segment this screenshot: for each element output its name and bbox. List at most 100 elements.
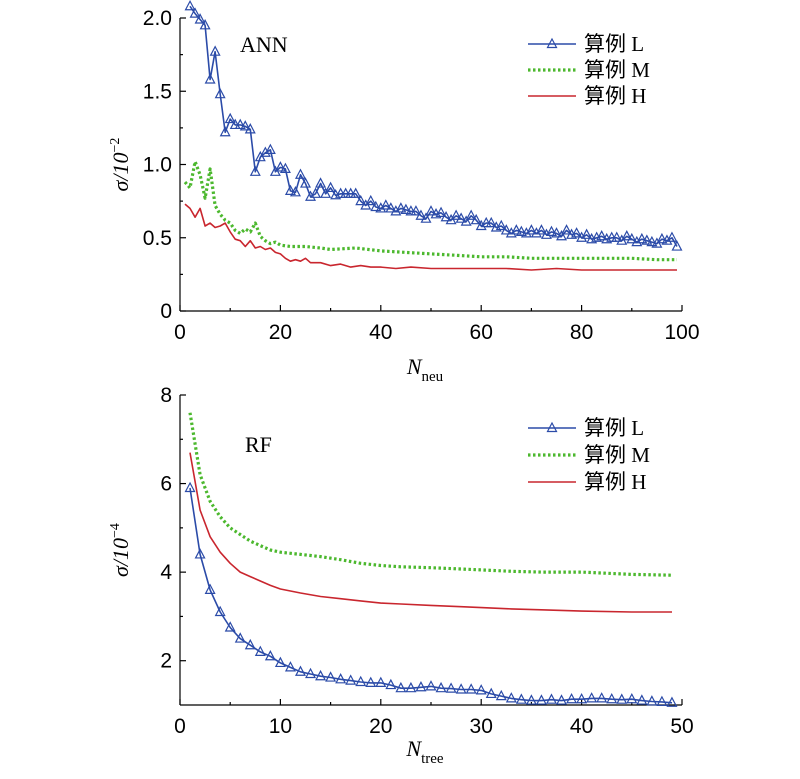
series-marker-0 [495, 689, 507, 701]
series-line-2 [184, 203, 677, 271]
x-tick-label: 0 [174, 715, 186, 738]
series-marker-0 [395, 681, 407, 693]
x-axis-label-main: N [405, 736, 422, 761]
series-marker-0 [244, 123, 256, 134]
series-marker-0 [244, 638, 256, 650]
series-marker-0 [214, 87, 226, 99]
series-marker-0 [450, 209, 462, 220]
series-marker-0 [505, 692, 517, 703]
series-marker-0 [350, 187, 362, 198]
series-marker-0 [254, 645, 266, 656]
series-marker-0 [400, 203, 412, 215]
series-marker-0 [566, 692, 578, 704]
series-marker-0 [626, 692, 638, 704]
series-marker-0 [325, 671, 337, 682]
series-marker-0 [320, 187, 332, 198]
y-tick-label: 1.0 [143, 154, 172, 177]
series-marker-0 [420, 212, 432, 223]
series-marker-0 [425, 205, 437, 216]
series-marker-0 [571, 227, 583, 238]
series-marker-0 [530, 227, 542, 238]
series-marker-0 [209, 45, 221, 56]
series-marker-0 [335, 673, 347, 684]
series-marker-0 [425, 680, 437, 691]
series-marker-0 [460, 215, 472, 226]
series-marker-0 [641, 234, 653, 245]
series-marker-0 [415, 681, 427, 692]
series-marker-0 [219, 125, 231, 137]
x-tick-label: 40 [369, 321, 392, 344]
series-marker-0 [315, 177, 327, 188]
series-line-1 [183, 160, 677, 262]
series-marker-0 [204, 583, 216, 594]
series-marker-0 [576, 692, 588, 704]
y-tick-label: 4 [160, 561, 172, 584]
series-marker-0 [305, 190, 317, 201]
series-marker-0 [581, 228, 593, 239]
series-marker-0 [274, 161, 286, 172]
legend-label-0: 算例 L [584, 32, 644, 56]
legend-label-2: 算例 H [584, 470, 646, 494]
series-marker-0 [520, 227, 532, 238]
series-marker-0 [470, 213, 482, 225]
series-marker-0 [249, 165, 261, 176]
series-marker-0 [214, 605, 226, 617]
x-tick-label: 60 [470, 321, 493, 344]
series-marker-0 [189, 7, 201, 18]
series-marker-0 [495, 219, 507, 231]
series-marker-0 [586, 692, 598, 703]
y-axis-label-main: σ/10 [108, 538, 133, 577]
x-tick-label: 20 [269, 321, 292, 344]
legend-label-0: 算例 L [584, 416, 644, 440]
legend-marker-0 [546, 37, 558, 49]
series-marker-0 [561, 224, 573, 235]
series-marker-0 [440, 210, 452, 222]
series-marker-0 [224, 112, 236, 124]
series-marker-0 [234, 118, 246, 130]
series-marker-0 [415, 209, 427, 220]
x-tick-label: 20 [369, 715, 392, 738]
series-marker-0 [365, 676, 377, 687]
series-marker-0 [194, 13, 206, 24]
series-marker-0 [666, 696, 678, 707]
series-marker-0 [375, 202, 387, 213]
series-marker-0 [666, 231, 678, 242]
chart-panel-ann: 0 20 40 60 80 100 0 0.5 1.0 1.5 2.0 σ/10−2 Nneu ANN 算例… [108, 0, 700, 385]
series-marker-0 [390, 205, 402, 216]
series-marker-0 [355, 675, 367, 687]
y-tick-label: 0 [160, 300, 172, 323]
series-marker-0 [435, 206, 447, 217]
series-marker-0 [631, 235, 643, 247]
y-tick-label: 1.5 [143, 80, 172, 103]
series-marker-0 [545, 693, 557, 704]
y-axis-label-main: σ/10 [108, 152, 133, 191]
y-tick-label: 6 [160, 473, 172, 496]
series-marker-0 [325, 181, 337, 193]
x-tick-label: 100 [664, 321, 699, 344]
series-marker-0 [385, 678, 397, 690]
series-marker-0 [545, 225, 557, 236]
series-marker-0 [535, 224, 547, 235]
x-tick-label: 10 [269, 715, 292, 738]
panel-label: RF [245, 432, 272, 457]
series-marker-0 [284, 661, 296, 672]
series-marker-0 [199, 19, 211, 30]
series-marker-0 [184, 0, 196, 11]
series-marker-0 [410, 205, 422, 216]
legend-marker-0 [546, 421, 558, 433]
series-marker-0 [485, 216, 497, 228]
series-marker-0 [621, 230, 633, 241]
series-marker-0 [375, 676, 387, 687]
series-marker-0 [671, 240, 683, 251]
series-marker-0 [445, 682, 457, 693]
series-marker-0 [556, 230, 568, 241]
series-line-2 [189, 452, 672, 613]
panel-label: ANN [240, 32, 288, 57]
series-marker-0 [611, 231, 623, 242]
x-axis-label-sub: tree [421, 751, 444, 767]
series-marker-0 [224, 621, 236, 632]
series-marker-0 [234, 632, 246, 643]
series-marker-0 [500, 224, 512, 235]
x-tick-label: 0 [174, 321, 186, 344]
